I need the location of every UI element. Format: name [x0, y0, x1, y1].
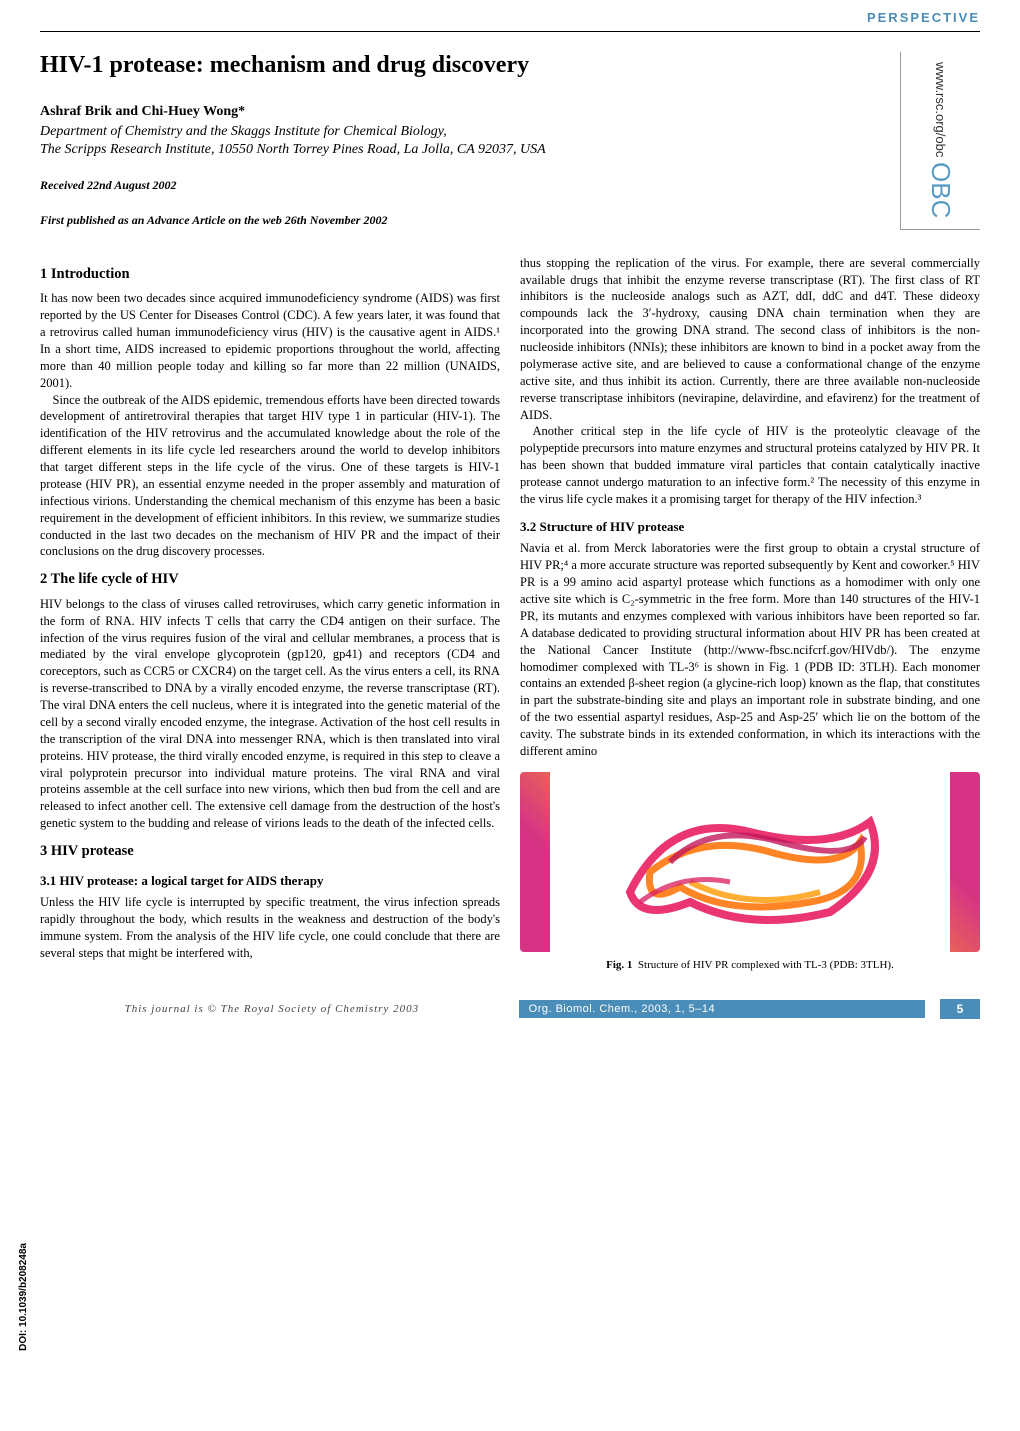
page-number: 5: [940, 999, 980, 1019]
heading-intro: 1 Introduction: [40, 265, 500, 285]
copyright-text: This journal is © The Royal Society of C…: [40, 1003, 504, 1015]
perspective-label: PERSPECTIVE: [867, 10, 980, 25]
figure-1: Fig. 1 Structure of HIV PR complexed wit…: [520, 772, 980, 973]
doi-label: DOI: 10.1039/b208248a: [18, 1243, 29, 1351]
intro-p2: Since the outbreak of the AIDS epidemic,…: [40, 392, 500, 561]
figure-1-caption-text: Structure of HIV PR complexed with TL-3 …: [638, 959, 894, 971]
article-title: HIV-1 protease: mechanism and drug disco…: [40, 52, 880, 79]
heading-protease: 3 HIV protease: [40, 842, 500, 862]
right-p2: Another critical step in the life cycle …: [520, 423, 980, 507]
figure-1-label: Fig. 1: [606, 959, 632, 971]
affiliation-line-1: Department of Chemistry and the Skaggs I…: [40, 124, 880, 140]
target-p1: Unless the HIV life cycle is interrupted…: [40, 894, 500, 962]
journal-url: www.rsc.org/obc: [933, 62, 948, 157]
subheading-structure: 3.2 Structure of HIV protease: [520, 518, 980, 536]
published-date: First published as an Advance Article on…: [40, 213, 880, 228]
lifecycle-p1: HIV belongs to the class of viruses call…: [40, 596, 500, 832]
heading-lifecycle: 2 The life cycle of HIV: [40, 570, 500, 590]
left-column: 1 Introduction It has now been two decad…: [40, 255, 500, 979]
affiliation-line-2: The Scripps Research Institute, 10550 No…: [40, 142, 880, 158]
figure-1-image: [520, 772, 980, 952]
subheading-target: 3.1 HIV protease: a logical target for A…: [40, 872, 500, 890]
authors: Ashraf Brik and Chi-Huey Wong*: [40, 104, 880, 120]
received-date: Received 22nd August 2002: [40, 178, 880, 193]
structure-p1: Navia et al. from Merck laboratories wer…: [520, 540, 980, 759]
journal-abbr: OBC: [925, 162, 956, 218]
citation-text: Org. Biomol. Chem., 2003, 1, 5–14: [519, 1000, 925, 1018]
right-column: thus stopping the replication of the vir…: [520, 255, 980, 979]
protein-structure-svg: [520, 772, 980, 952]
intro-p1: It has now been two decades since acquir…: [40, 290, 500, 391]
figure-1-caption: Fig. 1 Structure of HIV PR complexed wit…: [520, 958, 980, 973]
right-p1: thus stopping the replication of the vir…: [520, 255, 980, 424]
journal-badge: www.rsc.org/obc OBC: [900, 52, 980, 230]
